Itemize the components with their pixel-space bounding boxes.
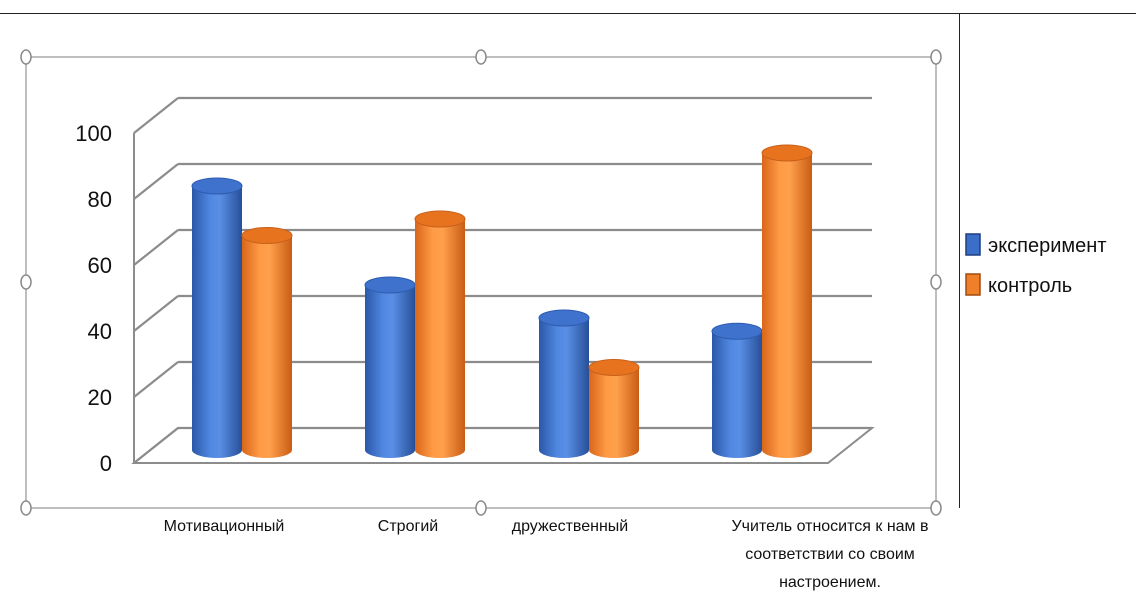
bar-body: [242, 235, 292, 458]
bar-body: [192, 186, 242, 458]
bar-body: [589, 367, 639, 458]
side-gridline: [133, 229, 179, 266]
resize-handle[interactable]: [930, 274, 942, 290]
chart-selection-frame: [20, 49, 942, 516]
bar-body: [415, 219, 465, 458]
chart-bars: [191, 144, 813, 458]
bar-control: [241, 227, 293, 458]
y-tick-label: 80: [88, 187, 112, 212]
bar-cap: [538, 309, 590, 327]
y-tick-label: 100: [75, 121, 112, 146]
bar-experiment: [538, 309, 590, 458]
bar-cap: [191, 177, 243, 195]
floor: [131, 427, 875, 464]
bar-cap: [761, 144, 813, 162]
x-category-label: Мотивационный: [164, 518, 285, 535]
side-gridline: [133, 163, 179, 200]
legend: эксперимент контроль: [965, 233, 1107, 297]
legend-label: контроль: [988, 275, 1072, 297]
bar-control: [588, 359, 640, 458]
resize-handle[interactable]: [20, 49, 32, 65]
bar-body: [365, 285, 415, 458]
frame-right-border: [959, 13, 960, 508]
resize-handle[interactable]: [20, 500, 32, 516]
bar-cap: [364, 276, 416, 294]
legend-swatch: [965, 233, 981, 256]
bar-cap: [241, 227, 293, 244]
y-tick-label: 60: [88, 253, 112, 278]
resize-handle[interactable]: [930, 49, 942, 65]
y-tick-label: 20: [88, 385, 112, 410]
resize-handle[interactable]: [475, 49, 487, 65]
frame-top-border: [0, 13, 1136, 14]
bar-body: [712, 331, 762, 458]
y-axis: 0 20 40 60 80 100: [75, 121, 112, 476]
y-tick-label: 0: [100, 451, 112, 476]
bar-cap: [711, 322, 763, 340]
bar-experiment: [711, 322, 763, 458]
x-axis: Мотивационный Строгий дружественный Учитель…: [164, 518, 929, 591]
x-category-label: Строгий: [378, 518, 438, 535]
bar-body: [539, 318, 589, 458]
bar-cap: [414, 210, 466, 228]
legend-label: эксперимент: [988, 235, 1107, 257]
side-gridline: [133, 361, 179, 398]
resize-handle[interactable]: [930, 500, 942, 516]
x-category-label: Учитель относится к нам в соответствии со…: [732, 518, 929, 591]
bar-experiment: [364, 276, 416, 458]
bar-cap: [588, 359, 640, 376]
legend-swatch: [965, 273, 981, 296]
side-gridline: [133, 97, 179, 134]
resize-handle[interactable]: [475, 500, 487, 516]
bar-experiment: [191, 177, 243, 458]
x-category-label: дружественный: [512, 518, 629, 535]
bar-body: [762, 153, 812, 458]
y-tick-label: 40: [88, 319, 112, 344]
side-gridline: [133, 295, 179, 332]
bar-control: [414, 210, 466, 458]
resize-handle[interactable]: [20, 274, 32, 290]
bar-control: [761, 144, 813, 458]
